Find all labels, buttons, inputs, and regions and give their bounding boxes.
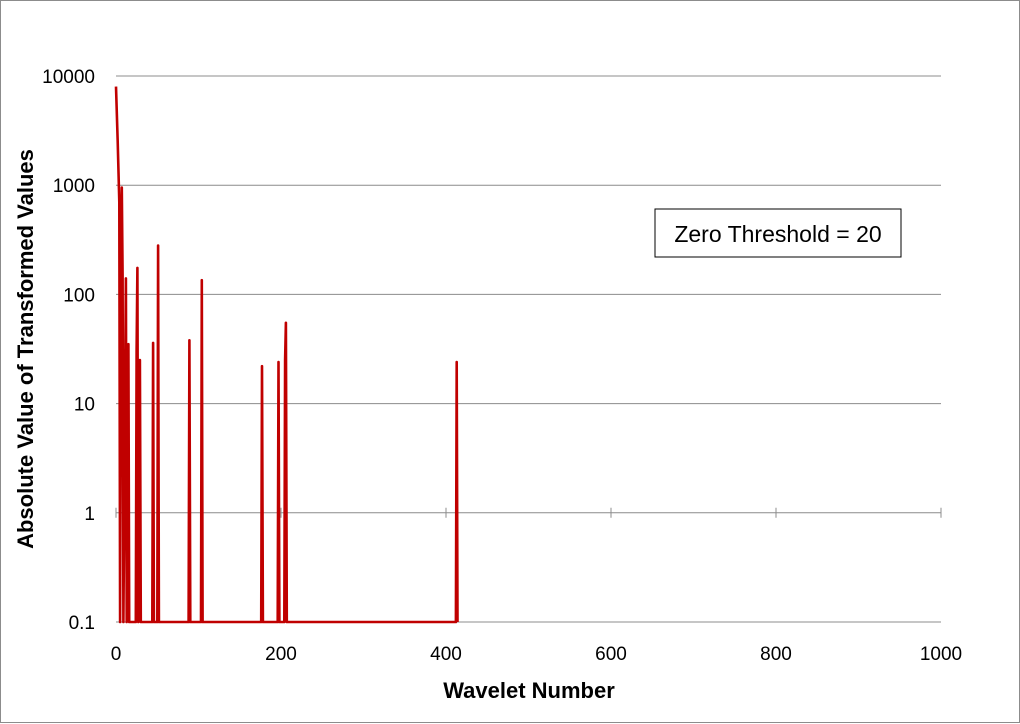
gridlines [116,75,941,623]
series-layer [114,86,459,624]
x-tick-label: 1000 [920,644,962,665]
y-tick-label: 1000 [53,176,95,197]
y-tick-label: 10 [74,395,95,416]
x-tick-label: 200 [265,644,297,665]
x-tick-label: 0 [111,644,122,665]
y-tick-label: 100 [63,285,95,306]
x-axis-ticks [115,507,942,518]
y-tick-label: 0.1 [69,613,95,634]
x-axis-title: Wavelet Number [443,678,615,703]
y-tick-label: 1 [84,504,95,525]
annotation-box [654,208,902,258]
x-tick-label: 600 [595,644,627,665]
x-tick-label: 800 [760,644,792,665]
x-tick-label: 400 [430,644,462,665]
y-tick-label: 10000 [42,67,95,88]
threshold-annotation: Zero Threshold = 20 [654,208,902,258]
y-axis-tick-labels: 0.1 1 10 100 1000 10000 [42,67,95,634]
x-axis-tick-labels: 0 200 400 600 800 1000 [111,644,962,665]
y-axis-title: Absolute Value of Transformed Values [13,149,38,549]
series-line-0 [114,86,459,624]
annotation-text: Zero Threshold = 20 [674,221,881,247]
